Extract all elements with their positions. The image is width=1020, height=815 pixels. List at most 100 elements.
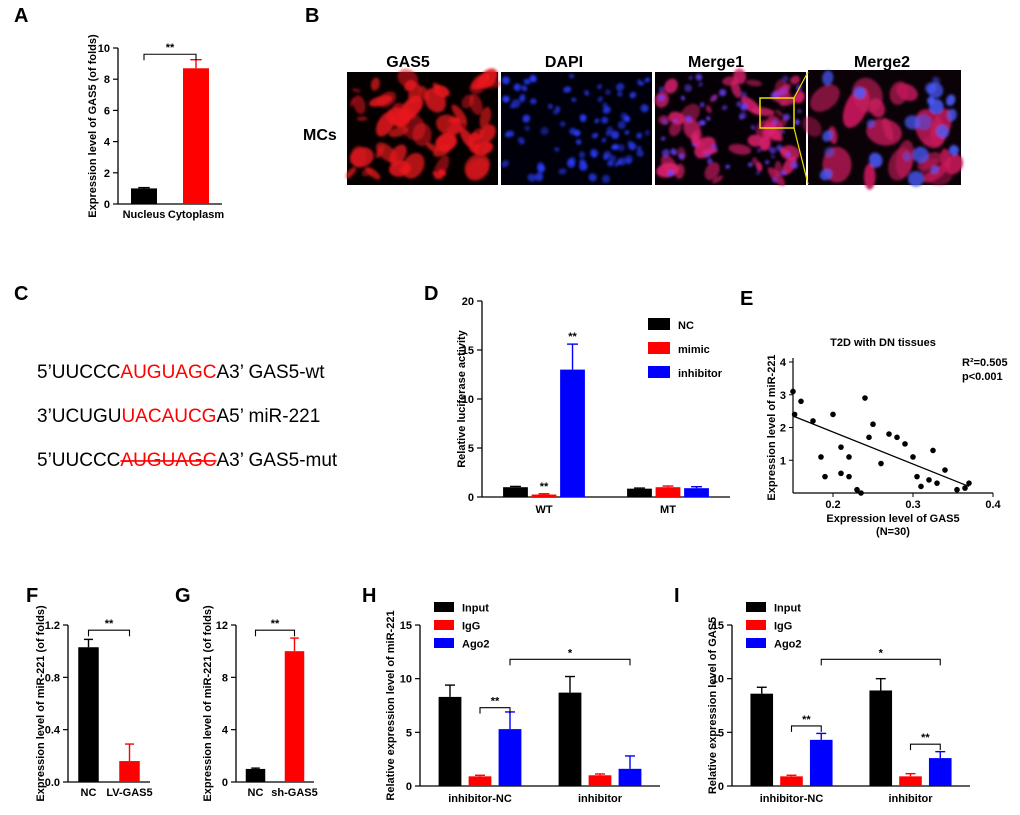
legend-label-input: Input — [462, 602, 489, 614]
cell — [459, 127, 475, 149]
panel-label-c: C — [14, 283, 28, 305]
panel-label-e: E — [740, 288, 753, 310]
cell — [932, 76, 941, 85]
cell — [904, 115, 920, 130]
cell — [685, 115, 692, 123]
cell — [661, 149, 670, 157]
bar-inhibitor — [684, 488, 709, 497]
cell — [782, 156, 797, 176]
bar — [245, 768, 266, 782]
cell — [356, 116, 368, 121]
legend-swatch-ago2 — [746, 638, 766, 648]
cell — [471, 73, 490, 90]
cell — [350, 97, 355, 107]
cell — [673, 119, 678, 123]
cell — [664, 78, 678, 94]
legend-swatch-nc — [648, 318, 670, 330]
cell — [529, 98, 537, 105]
x-tick-label: WT — [535, 504, 552, 516]
cell — [588, 173, 597, 182]
cell — [684, 84, 692, 92]
zoom-line-bottom — [793, 127, 809, 185]
legend-swatch-mimic — [648, 342, 670, 354]
bar-mimic — [531, 494, 557, 497]
cell — [590, 148, 597, 155]
cell — [602, 102, 609, 110]
cell — [772, 120, 777, 124]
scatter-point — [830, 411, 836, 418]
cell — [617, 143, 625, 152]
cell — [748, 162, 753, 167]
scatter-point — [914, 473, 920, 480]
cell — [432, 144, 451, 157]
legend-label-igg: IgG — [774, 620, 792, 632]
mic-col-merge2: Merge2 — [854, 54, 910, 71]
scatter-point — [838, 444, 844, 450]
cell — [517, 137, 525, 145]
cell — [907, 170, 924, 187]
scatter-point — [846, 473, 852, 480]
y-axis-label: Expression level of miR-221 (of folds) — [202, 605, 214, 802]
cell — [603, 150, 612, 159]
cell — [563, 86, 572, 93]
x-tick-label: inhibitor-NC — [760, 793, 824, 805]
cell — [658, 94, 665, 102]
cell — [601, 174, 611, 184]
cell — [936, 124, 950, 139]
cell — [601, 137, 607, 143]
scatter-point — [866, 434, 872, 441]
y-tick-label: 6 — [104, 105, 110, 117]
cell — [927, 82, 944, 99]
scatter-point — [894, 434, 900, 441]
cell — [828, 126, 838, 145]
cell — [778, 89, 784, 95]
seq-mir221: 3’UCUGUUACAUCGA5’ miR-221 — [37, 406, 320, 427]
panel-label-f: F — [26, 585, 38, 607]
cell — [776, 144, 783, 151]
significance-label: ** — [802, 714, 811, 726]
significance-label: ** — [105, 618, 114, 630]
cell — [698, 82, 703, 87]
y-tick-label: 8 — [222, 672, 228, 684]
significance-label: * — [879, 647, 884, 659]
cell — [802, 116, 822, 137]
bar-input — [750, 693, 774, 786]
scatter-point — [954, 486, 960, 493]
cell — [660, 136, 666, 141]
cell — [781, 129, 786, 135]
y-tick-label: 0 — [468, 492, 474, 504]
cell — [947, 108, 957, 122]
cell — [596, 84, 603, 90]
legend-label-igg: IgG — [462, 620, 480, 632]
bar-ago2 — [809, 739, 833, 786]
cell — [523, 78, 531, 85]
cell — [680, 95, 685, 101]
bar-igg — [468, 776, 492, 786]
significance-label: * — [568, 647, 573, 659]
cell — [397, 68, 419, 88]
cell — [768, 147, 777, 154]
mic-col-gas5: GAS5 — [386, 54, 430, 71]
cell — [401, 113, 426, 141]
legend-swatch-ago2 — [434, 638, 454, 648]
x-tick-label: sh-GAS5 — [271, 787, 317, 799]
cell — [722, 76, 739, 86]
cell — [756, 148, 762, 153]
significance-label: ** — [568, 331, 577, 343]
y-tick-label: 1.2 — [45, 620, 60, 632]
cell — [662, 118, 667, 125]
legend-label-inhibitor: inhibitor — [678, 368, 723, 380]
cell — [566, 158, 576, 168]
panel-label-b: B — [305, 5, 319, 27]
y-axis-label: Expression level of miR-221 — [766, 354, 778, 500]
y-tick-label: 4 — [222, 725, 229, 737]
cell — [485, 79, 502, 88]
cell — [896, 83, 918, 101]
cell — [660, 155, 677, 174]
panel-label-d: D — [424, 283, 438, 305]
significance-bracket — [87, 629, 131, 637]
cell — [424, 88, 446, 113]
bar — [78, 647, 99, 782]
y-tick-label: 10 — [712, 674, 724, 686]
y-tick-label: 8 — [104, 74, 110, 86]
